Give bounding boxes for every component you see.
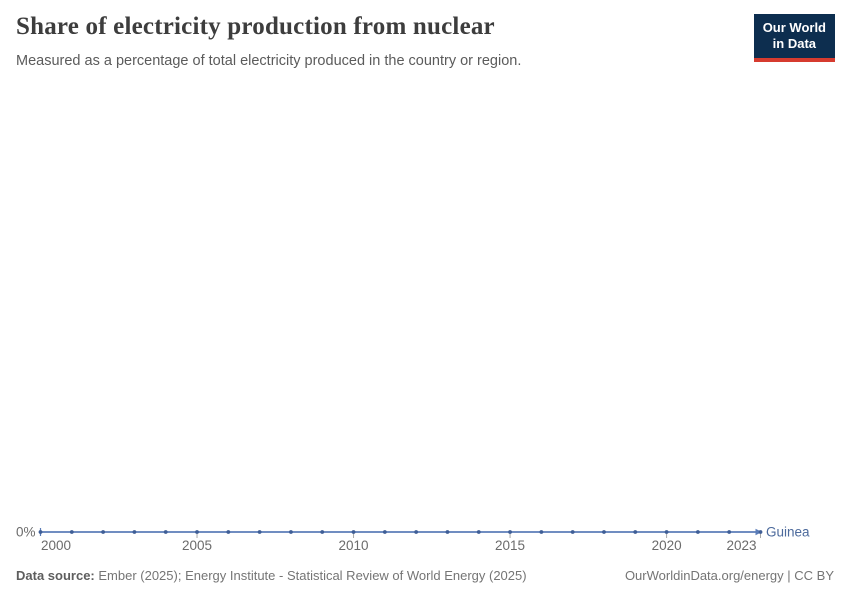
data-point[interactable] (445, 530, 450, 534)
data-point[interactable] (195, 530, 199, 534)
data-point[interactable] (695, 530, 700, 534)
data-source-note: Data source: Ember (2025); Energy Instit… (16, 568, 527, 583)
data-source-text: Ember (2025); Energy Institute - Statist… (94, 568, 527, 583)
chart-footer: Data source: Ember (2025); Energy Instit… (16, 568, 834, 583)
data-point[interactable] (758, 530, 763, 534)
data-point[interactable] (382, 530, 387, 534)
data-point[interactable] (602, 530, 606, 534)
data-point[interactable] (570, 530, 575, 534)
data-source-label: Data source: (16, 568, 95, 583)
data-point[interactable] (226, 530, 231, 534)
data-point[interactable] (101, 530, 106, 534)
data-point[interactable] (539, 530, 544, 534)
owid-logo: Our World in Data (753, 14, 835, 62)
data-point[interactable] (476, 530, 481, 534)
data-point[interactable] (289, 530, 293, 534)
data-point[interactable] (633, 530, 638, 534)
data-point[interactable] (727, 530, 732, 534)
line-series-guinea[interactable] (38, 528, 763, 536)
data-point[interactable] (320, 530, 325, 534)
data-point[interactable] (351, 530, 356, 534)
series-label-guinea[interactable]: Guinea (766, 525, 810, 540)
owid-logo-line1: Our World (762, 20, 826, 35)
svg-text:2000: 2000 (41, 538, 71, 553)
data-point[interactable] (38, 530, 43, 534)
chart-subtitle: Measured as a percentage of total electr… (16, 53, 522, 69)
data-point[interactable] (257, 530, 262, 534)
svg-text:2010: 2010 (339, 538, 369, 553)
footer-link[interactable]: OurWorldinData.org/energy | CC BY (624, 568, 834, 583)
data-point[interactable] (69, 530, 74, 534)
owid-logo-line2: in Data (772, 36, 817, 52)
data-point[interactable] (132, 530, 137, 534)
data-point[interactable] (414, 530, 419, 534)
svg-text:2023: 2023 (726, 538, 756, 553)
chart-title: Share of electricity production from nuc… (16, 13, 495, 40)
data-point[interactable] (163, 530, 168, 534)
data-point[interactable] (664, 530, 669, 534)
svg-text:2015: 2015 (495, 538, 525, 553)
svg-text:2005: 2005 (182, 538, 212, 553)
svg-text:0%: 0% (16, 525, 36, 540)
svg-text:2020: 2020 (652, 538, 682, 553)
x-axis: 2000 2005 2010 2015 2020 2023 0% (16, 525, 761, 553)
data-point[interactable] (508, 530, 512, 534)
